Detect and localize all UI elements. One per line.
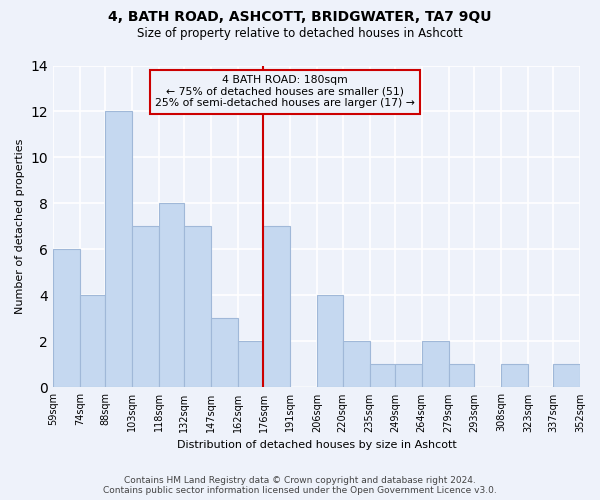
Bar: [449, 364, 474, 388]
Bar: [184, 226, 211, 388]
Bar: [53, 250, 80, 388]
Bar: [105, 112, 132, 388]
Bar: [238, 342, 263, 388]
Bar: [211, 318, 238, 388]
Bar: [263, 226, 290, 388]
Bar: [343, 342, 370, 388]
Bar: [132, 226, 159, 388]
Bar: [159, 204, 184, 388]
Y-axis label: Number of detached properties: Number of detached properties: [15, 139, 25, 314]
Bar: [395, 364, 422, 388]
Bar: [370, 364, 395, 388]
Bar: [553, 364, 580, 388]
Bar: [501, 364, 528, 388]
Text: Contains HM Land Registry data © Crown copyright and database right 2024.
Contai: Contains HM Land Registry data © Crown c…: [103, 476, 497, 495]
Text: 4 BATH ROAD: 180sqm
← 75% of detached houses are smaller (51)
25% of semi-detach: 4 BATH ROAD: 180sqm ← 75% of detached ho…: [155, 75, 415, 108]
X-axis label: Distribution of detached houses by size in Ashcott: Distribution of detached houses by size …: [176, 440, 457, 450]
Bar: [317, 296, 343, 388]
Bar: [422, 342, 449, 388]
Text: Size of property relative to detached houses in Ashcott: Size of property relative to detached ho…: [137, 28, 463, 40]
Text: 4, BATH ROAD, ASHCOTT, BRIDGWATER, TA7 9QU: 4, BATH ROAD, ASHCOTT, BRIDGWATER, TA7 9…: [108, 10, 492, 24]
Bar: [80, 296, 105, 388]
